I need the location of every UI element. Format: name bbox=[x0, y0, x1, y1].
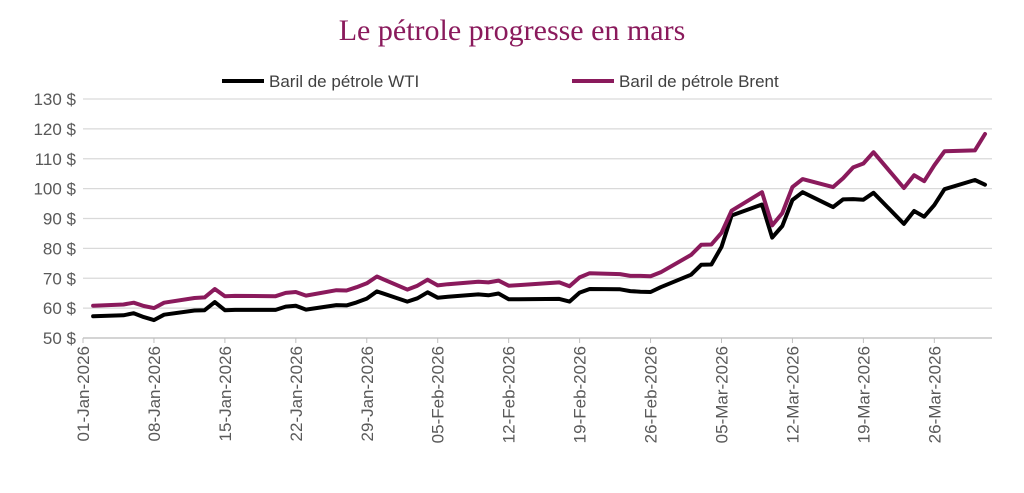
x-tick-label: 29-Jan-2026 bbox=[358, 346, 377, 441]
x-tick-label: 26-Feb-2026 bbox=[642, 346, 661, 443]
x-tick-label: 19-Feb-2026 bbox=[571, 346, 590, 443]
chart-title: Le pétrole progresse en mars bbox=[338, 14, 686, 47]
x-tick-label: 12-Mar-2026 bbox=[783, 346, 802, 443]
y-tick-label: 60 $ bbox=[43, 299, 77, 318]
x-tick-label: 22-Jan-2026 bbox=[287, 346, 306, 441]
y-tick-label: 90 $ bbox=[43, 210, 77, 229]
y-tick-label: 70 $ bbox=[43, 269, 77, 288]
x-tick-label: 05-Feb-2026 bbox=[429, 346, 448, 443]
y-tick-label: 100 $ bbox=[33, 180, 76, 199]
x-tick-label: 08-Jan-2026 bbox=[145, 346, 164, 441]
y-tick-label: 120 $ bbox=[33, 120, 76, 139]
legend-label: Baril de pétrole WTI bbox=[269, 72, 419, 91]
x-tick-label: 15-Jan-2026 bbox=[216, 346, 235, 441]
y-tick-label: 50 $ bbox=[43, 329, 77, 348]
x-tick-label: 12-Feb-2026 bbox=[500, 346, 519, 443]
x-tick-label: 19-Mar-2026 bbox=[854, 346, 873, 443]
x-tick-label: 26-Mar-2026 bbox=[925, 346, 944, 443]
y-tick-label: 80 $ bbox=[43, 239, 77, 258]
series-line-brent bbox=[91, 132, 987, 311]
y-tick-label: 130 $ bbox=[33, 90, 76, 109]
x-tick-label: 05-Mar-2026 bbox=[712, 346, 731, 443]
y-tick-label: 110 $ bbox=[35, 150, 77, 169]
series-line-wti bbox=[91, 178, 987, 323]
legend-label: Baril de pétrole Brent bbox=[619, 72, 779, 91]
x-tick-label: 01-Jan-2026 bbox=[74, 346, 93, 441]
